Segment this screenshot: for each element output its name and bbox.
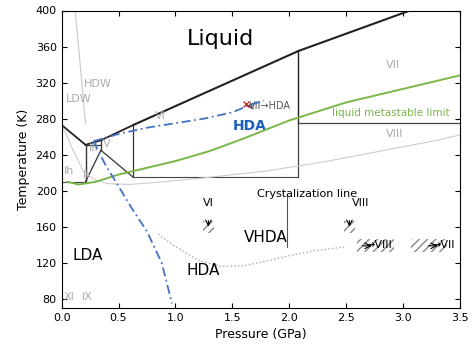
- Text: HDW: HDW: [84, 79, 112, 89]
- X-axis label: Pressure (GPa): Pressure (GPa): [215, 328, 307, 341]
- Text: Ih: Ih: [64, 166, 74, 176]
- Bar: [411, 239, 447, 252]
- Text: XI: XI: [64, 292, 75, 302]
- Text: Liquid: Liquid: [187, 29, 254, 49]
- Text: VIII: VIII: [352, 198, 369, 208]
- Text: VII→HDA: VII→HDA: [249, 101, 292, 111]
- Text: LDA: LDA: [73, 248, 103, 263]
- Text: LDW: LDW: [66, 94, 92, 104]
- Text: VHDA: VHDA: [244, 230, 287, 245]
- Text: Crystalization line: Crystalization line: [257, 189, 357, 200]
- Text: III: III: [89, 142, 99, 153]
- Y-axis label: Temperature (K): Temperature (K): [17, 108, 30, 210]
- Text: VIII: VIII: [386, 129, 403, 139]
- Text: IX: IX: [82, 292, 93, 302]
- Text: V: V: [102, 139, 110, 149]
- Text: VI: VI: [155, 111, 166, 121]
- Text: liquid metastable limit: liquid metastable limit: [332, 108, 450, 118]
- Text: →VII: →VII: [431, 240, 455, 250]
- Bar: [344, 220, 355, 233]
- Text: HDA: HDA: [232, 119, 266, 133]
- Text: VII: VII: [386, 60, 400, 70]
- Text: HDA: HDA: [187, 262, 220, 278]
- Text: VI: VI: [203, 198, 214, 208]
- Text: →VIII: →VIII: [365, 240, 392, 250]
- Text: II: II: [83, 170, 90, 180]
- Bar: [357, 239, 394, 252]
- Bar: [203, 220, 214, 233]
